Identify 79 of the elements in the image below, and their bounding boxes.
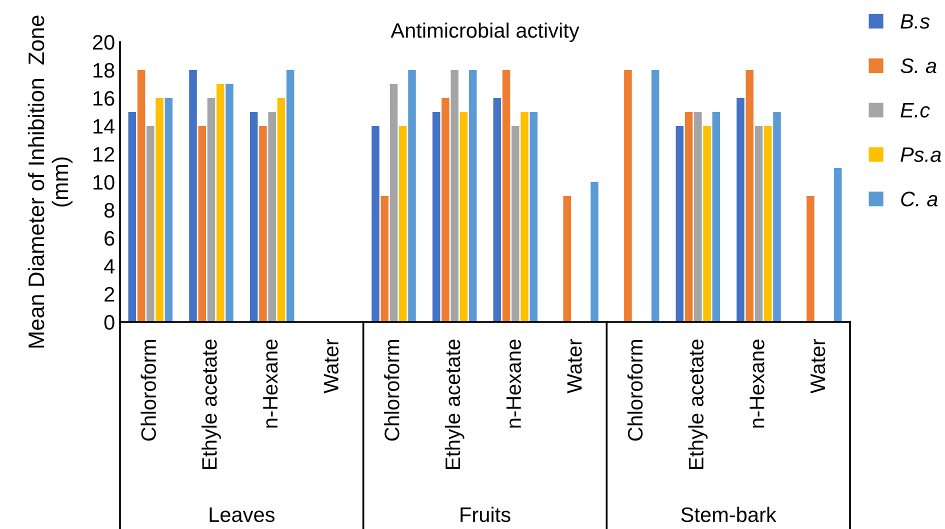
bar	[250, 112, 258, 322]
bar	[694, 112, 702, 322]
x-tick-label: Water	[810, 339, 826, 394]
bar	[502, 70, 510, 322]
bar	[408, 70, 416, 322]
bar	[277, 98, 286, 322]
bar	[590, 182, 598, 322]
x-tick-label: n-Hexane	[750, 340, 764, 428]
x-tick-label: Water	[324, 339, 339, 394]
bar	[530, 112, 538, 322]
y-tick-label: 18	[94, 63, 114, 78]
bar	[156, 98, 164, 322]
bar	[624, 70, 632, 322]
x-tick-label: Chloroform	[627, 340, 643, 441]
text: Stem-bark	[681, 506, 776, 522]
bar	[286, 70, 294, 322]
bar	[520, 112, 528, 322]
y-tick-label: 4	[104, 259, 115, 274]
bar	[216, 84, 224, 322]
bar	[676, 126, 684, 322]
y-tick-label: 2	[104, 287, 114, 302]
y-tick-label: 14	[94, 119, 115, 134]
y-tick-label: 20	[93, 35, 114, 50]
y-tick-label: 0	[104, 315, 114, 330]
bar	[736, 98, 744, 322]
bar	[563, 196, 572, 322]
bar	[128, 112, 136, 322]
legend-label: B.s	[900, 14, 930, 29]
x-tick-label: Water	[567, 339, 582, 394]
legend-label: S. a	[900, 58, 936, 74]
legend-label: C. a	[901, 192, 938, 206]
x-tick-label: Chloroform	[384, 340, 400, 441]
bar	[746, 70, 754, 322]
x-tick-label: Ethyle acetate	[202, 340, 221, 469]
bar	[432, 112, 440, 322]
bar	[372, 126, 380, 322]
bar	[460, 112, 468, 322]
y-tick-label: 12	[94, 147, 114, 162]
bar	[773, 112, 781, 322]
legend-label: E.c	[900, 103, 930, 118]
y-tick-label: 8	[104, 203, 114, 218]
bar	[493, 98, 502, 322]
chart-title: Antimicrobial activity	[390, 22, 580, 42]
y-tick-label: 6	[104, 231, 114, 246]
bar	[380, 196, 389, 322]
bar	[259, 126, 267, 322]
bar	[226, 84, 234, 322]
bar	[442, 98, 450, 322]
x-tick-label: Chloroform	[140, 340, 156, 441]
legend-label: Ps.a	[900, 147, 941, 162]
bar	[207, 98, 216, 322]
text: Fruits	[460, 506, 510, 522]
bar	[834, 168, 842, 322]
bar	[684, 112, 693, 322]
bar	[164, 98, 173, 322]
y-tick-label: 10	[94, 175, 114, 190]
bar	[268, 112, 276, 322]
y-tick-label: 16	[94, 91, 114, 106]
x-tick-label: n-Hexane	[506, 340, 522, 428]
bar	[806, 196, 814, 322]
bar	[198, 126, 206, 322]
bar	[468, 70, 477, 322]
bar	[146, 126, 154, 322]
bar	[651, 70, 660, 322]
bar	[512, 126, 520, 322]
bar	[137, 70, 146, 322]
bar	[398, 126, 407, 322]
bar	[703, 126, 711, 322]
bar	[712, 112, 720, 322]
bar	[450, 70, 458, 322]
bar	[754, 126, 763, 322]
y-axis-title: Mean Diameter of Inhibition Zone (mm)	[28, 16, 73, 348]
x-tick-label: Ethyle acetate	[444, 340, 464, 469]
text: Leaves	[210, 508, 275, 522]
bar	[390, 84, 398, 322]
x-tick-label: n-Hexane	[263, 340, 278, 428]
x-tick-label: Ethyle acetate	[688, 340, 708, 469]
bar	[764, 126, 772, 322]
bar	[189, 70, 197, 322]
